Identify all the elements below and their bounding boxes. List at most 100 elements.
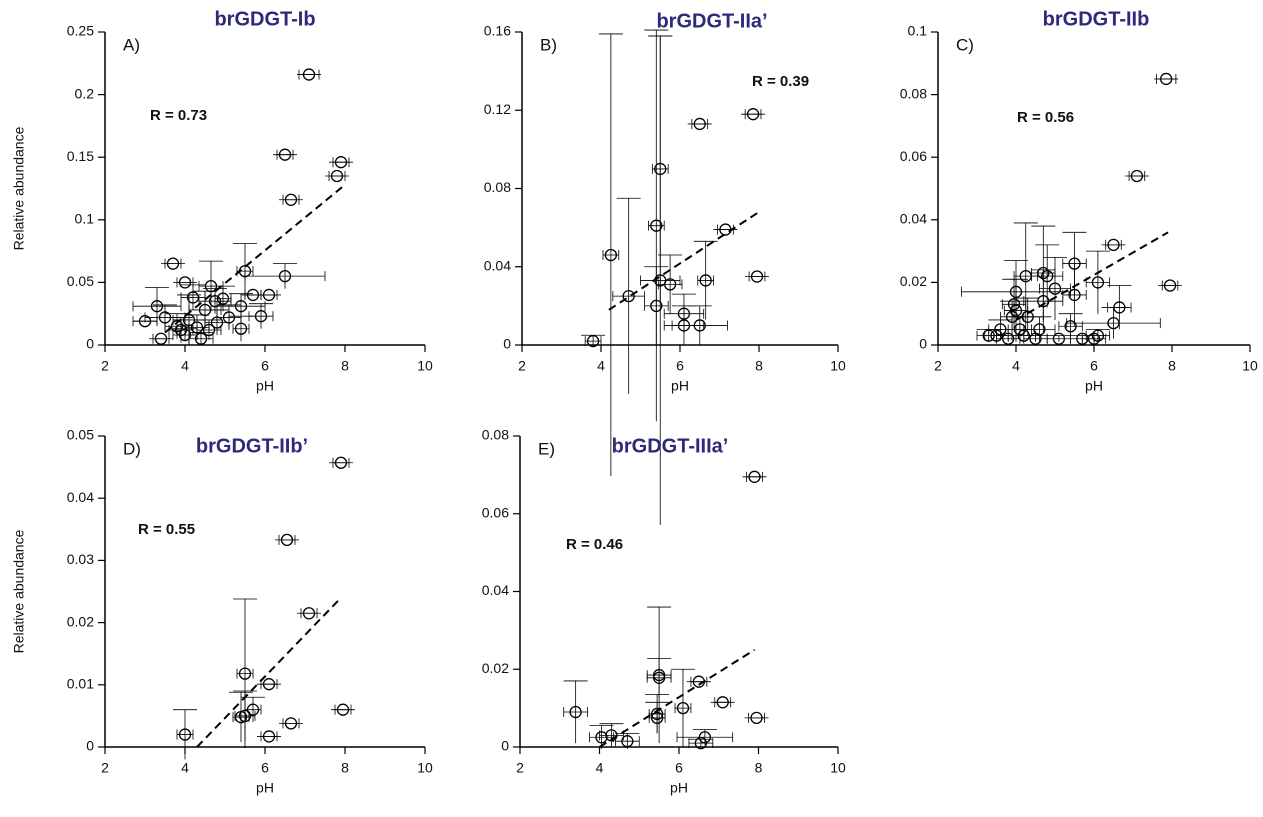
panel-label: D) xyxy=(123,439,141,458)
y-tick-label: 0.04 xyxy=(900,211,927,227)
y-error-bar xyxy=(273,263,297,289)
panel-title: brGDGT-IIIa’ xyxy=(612,435,729,457)
x-tick-label: 2 xyxy=(934,358,942,374)
point xyxy=(1002,332,1015,345)
y-tick-label: 0 xyxy=(919,336,927,352)
x-tick-label: 6 xyxy=(675,760,683,776)
point xyxy=(234,710,248,724)
x-tick-label: 10 xyxy=(417,760,433,776)
y-tick-label: 0.03 xyxy=(67,551,94,567)
y-error-bar xyxy=(1046,335,1071,342)
y-error-bar xyxy=(233,690,257,741)
axes xyxy=(519,436,838,748)
point xyxy=(278,269,292,283)
point xyxy=(748,470,761,483)
point xyxy=(186,291,200,304)
point xyxy=(178,328,192,342)
point xyxy=(302,607,316,620)
y-error-bar xyxy=(205,309,229,335)
y-error-bar xyxy=(1023,335,1048,342)
y-error-bar xyxy=(996,335,1021,342)
point xyxy=(1041,269,1054,283)
point xyxy=(621,735,634,748)
x-tick-label: 10 xyxy=(1242,358,1258,374)
x-tick-label: 6 xyxy=(1090,358,1098,374)
point xyxy=(138,315,152,328)
y-error-bar xyxy=(693,240,718,320)
y-error-bar xyxy=(1031,269,1056,333)
y-tick-label: 0.12 xyxy=(484,101,511,117)
point xyxy=(1009,304,1023,317)
trend-line xyxy=(608,211,760,311)
panel: 0 0.01 0.02 0.03 0.04 0.05 2 4 6 8 10 pH Relative ab… xyxy=(11,427,433,796)
annotation: R = 0.39 xyxy=(752,73,809,90)
y-error-bar xyxy=(211,285,235,312)
point xyxy=(650,219,663,232)
point xyxy=(1052,332,1066,345)
y-tick-label: 0.16 xyxy=(484,23,511,39)
point xyxy=(1091,276,1105,289)
point xyxy=(1064,320,1077,333)
y-tick-label: 0.04 xyxy=(482,582,509,598)
y-axis-label: Relative abundance xyxy=(11,529,27,653)
y-error-bar xyxy=(233,243,257,299)
y-error-bar xyxy=(189,332,213,345)
point xyxy=(246,703,260,716)
point xyxy=(178,728,192,741)
y-error-bar xyxy=(647,657,672,698)
y-error-bar xyxy=(203,288,227,314)
x-tick-label: 2 xyxy=(101,760,109,776)
y-error-bar xyxy=(1062,263,1087,327)
point xyxy=(586,334,600,348)
point xyxy=(254,310,268,323)
point xyxy=(216,292,230,305)
y-tick-label: 0.08 xyxy=(484,179,511,195)
y-tick-label: 0 xyxy=(501,738,509,754)
panel: 0 0.04 0.08 0.12 0.16 2 4 6 8 10 pH brGDGT-IIa’ B) R … xyxy=(484,10,846,525)
x-tick-label: 4 xyxy=(181,760,189,776)
x-tick-label: 8 xyxy=(341,760,349,776)
x-tick-label: 8 xyxy=(755,358,763,374)
point xyxy=(1068,288,1081,302)
y-error-bar xyxy=(1043,256,1067,320)
x-tick-label: 4 xyxy=(597,358,605,374)
y-error-bar xyxy=(1085,328,1110,342)
trend-line xyxy=(196,597,342,748)
x-axis-label: pH xyxy=(256,780,274,796)
y-tick-label: 0.02 xyxy=(482,660,509,676)
y-error-bar xyxy=(670,668,695,747)
point xyxy=(622,289,635,303)
point xyxy=(699,274,712,287)
point xyxy=(1048,282,1062,295)
point xyxy=(1107,316,1120,330)
y-tick-label: 0.01 xyxy=(67,676,94,692)
y-error-bar xyxy=(645,701,670,734)
point xyxy=(278,148,292,161)
point xyxy=(693,319,706,332)
point xyxy=(1029,332,1042,345)
y-tick-label: 0.04 xyxy=(67,489,94,505)
point xyxy=(663,278,677,291)
point xyxy=(334,156,348,169)
y-error-bar xyxy=(616,197,641,394)
x-tick-label: 4 xyxy=(181,358,189,374)
point xyxy=(750,711,763,724)
x-tick-label: 6 xyxy=(261,358,269,374)
annotation: R = 0.55 xyxy=(138,521,195,538)
y-error-bar xyxy=(173,328,197,342)
annotation: R = 0.73 xyxy=(150,107,207,124)
y-tick-label: 0.02 xyxy=(67,613,94,629)
y-tick-label: 0.25 xyxy=(67,23,94,39)
point xyxy=(1163,279,1177,292)
x-tick-label: 2 xyxy=(516,760,524,776)
y-error-bar xyxy=(648,35,673,525)
y-tick-label: 0.2 xyxy=(75,85,95,101)
point xyxy=(154,332,168,345)
trend-line xyxy=(598,648,756,748)
point xyxy=(202,323,216,337)
y-error-bar xyxy=(1101,307,1126,339)
y-error-bar xyxy=(1085,250,1110,314)
point xyxy=(246,288,260,302)
y-tick-label: 0.15 xyxy=(67,148,94,164)
